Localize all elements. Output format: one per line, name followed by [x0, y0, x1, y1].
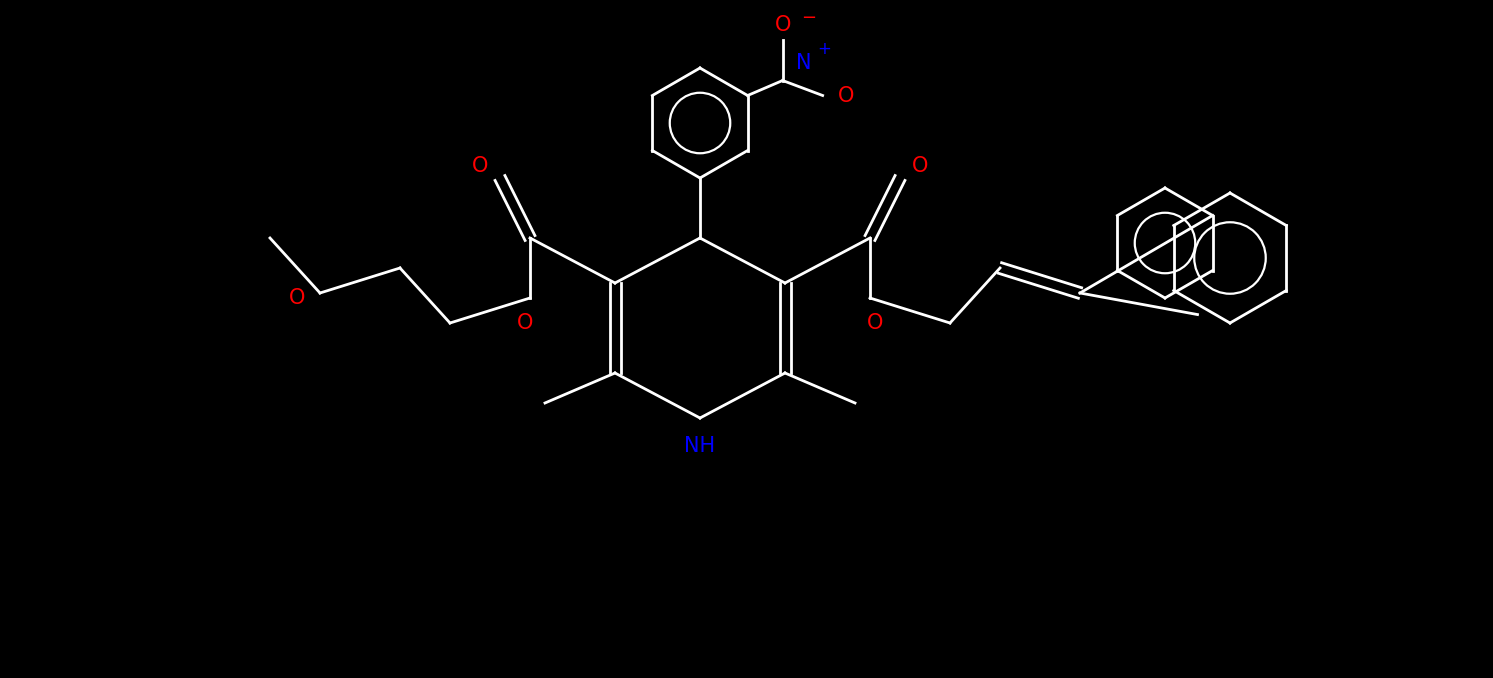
Text: O: O: [472, 156, 488, 176]
Text: O: O: [912, 156, 929, 176]
Text: N: N: [796, 54, 811, 73]
Text: O: O: [775, 16, 791, 35]
Text: −: −: [800, 9, 815, 28]
Text: +: +: [818, 41, 832, 58]
Text: NH: NH: [684, 436, 715, 456]
Text: O: O: [517, 313, 533, 333]
Text: O: O: [867, 313, 884, 333]
Text: O: O: [838, 85, 854, 106]
Text: O: O: [288, 288, 305, 308]
